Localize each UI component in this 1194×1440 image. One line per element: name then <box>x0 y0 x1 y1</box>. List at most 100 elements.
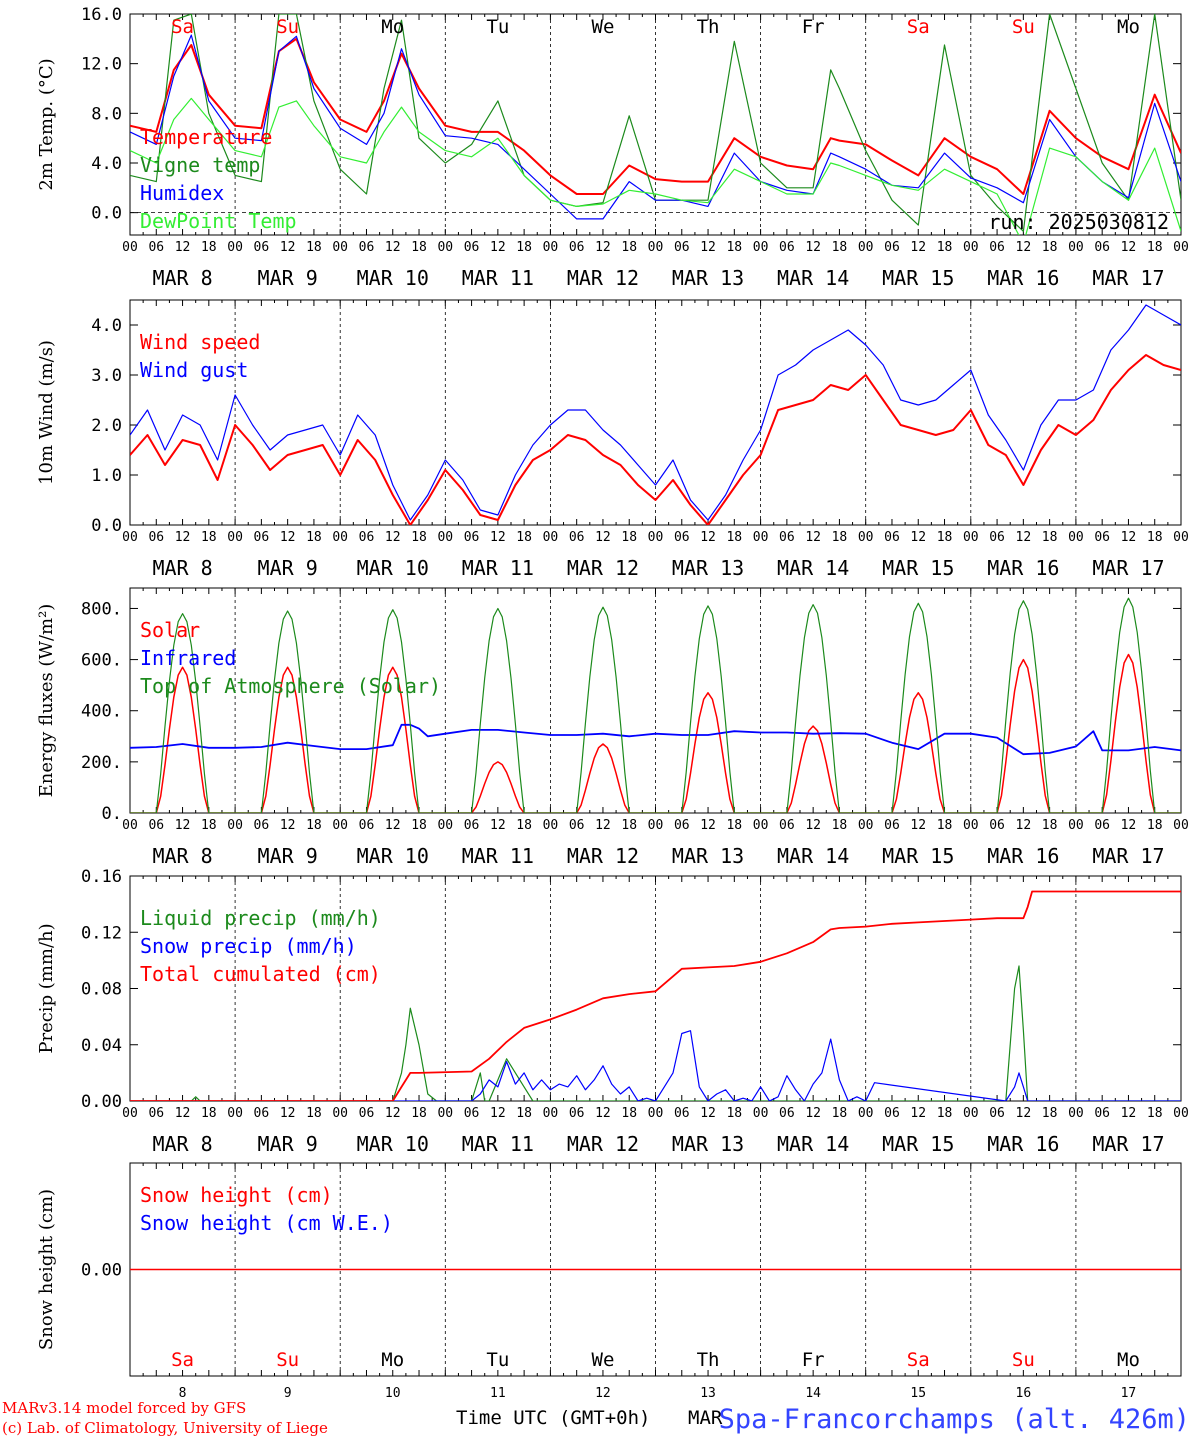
date-label: MAR 14 <box>777 556 849 580</box>
series-line-humidex <box>130 34 1181 220</box>
day-name-label: Th <box>697 16 720 38</box>
day-number-label: 10 <box>385 1386 401 1401</box>
y-tick-label: 0.08 <box>81 980 122 1000</box>
hour-tick-label: 12 <box>385 530 401 545</box>
hour-tick-label: 00 <box>1173 1106 1189 1121</box>
hour-tick-label: 12 <box>805 240 821 255</box>
hour-tick-label: 00 <box>332 240 348 255</box>
model-credit: MARv3.14 model forced by GFS <box>2 1399 246 1417</box>
date-label: MAR 16 <box>987 1132 1059 1156</box>
series-line-solar <box>130 653 1181 813</box>
series-line-temperature <box>130 37 1181 195</box>
series-line-dewpoint-temp <box>130 97 1181 235</box>
y-tick-label: 0.12 <box>81 923 122 943</box>
hour-tick-label: 00 <box>753 1106 769 1121</box>
day-number-label: 15 <box>910 1386 926 1401</box>
hour-tick-label: 12 <box>1016 530 1032 545</box>
hour-tick-label: 06 <box>989 818 1005 833</box>
hour-tick-label: 18 <box>1147 1106 1163 1121</box>
hour-tick-label: 18 <box>726 1106 742 1121</box>
hour-tick-label: 18 <box>832 240 848 255</box>
hour-tick-label: 18 <box>411 530 427 545</box>
hour-tick-label: 18 <box>1147 530 1163 545</box>
hour-tick-label: 06 <box>989 240 1005 255</box>
panel-3: 800. 600. 400. 200. 0. Energy fluxes (W/m²) So… <box>36 587 1189 868</box>
hour-tick-label: 00 <box>227 1106 243 1121</box>
legend-entry: Solar <box>140 618 200 642</box>
day-name-label: Th <box>697 1349 720 1371</box>
hour-tick-label: 06 <box>989 530 1005 545</box>
hour-tick-label: 06 <box>464 818 480 833</box>
day-number-label: 8 <box>179 1386 187 1401</box>
hour-tick-label: 18 <box>937 240 953 255</box>
date-label: MAR 10 <box>357 1132 429 1156</box>
hour-tick-label: 00 <box>648 240 664 255</box>
hour-tick-label: 12 <box>700 240 716 255</box>
series-group <box>130 597 1181 813</box>
hour-tick-label: 00 <box>753 240 769 255</box>
legend-entry: Wind gust <box>140 358 248 382</box>
series-line-snow-precip-mm-h- <box>130 1030 1181 1101</box>
hour-tick-label: 06 <box>464 530 480 545</box>
day-name-label: Su <box>1012 16 1035 38</box>
date-label: MAR 14 <box>777 266 849 290</box>
hour-tick-label: 06 <box>884 1106 900 1121</box>
day-number-label: 16 <box>1016 1386 1032 1401</box>
hour-tick-label: 06 <box>1094 1106 1110 1121</box>
hour-tick-label: 18 <box>832 818 848 833</box>
hour-tick-label: 06 <box>884 818 900 833</box>
hour-tick-label: 06 <box>569 1106 585 1121</box>
hour-tick-label: 12 <box>490 818 506 833</box>
hour-tick-label: 12 <box>805 1106 821 1121</box>
hour-tick-label: 00 <box>1068 1106 1084 1121</box>
hour-tick-label: 18 <box>516 530 532 545</box>
hour-tick-label: 12 <box>910 1106 926 1121</box>
hour-tick-label: 06 <box>1094 818 1110 833</box>
date-label: MAR 17 <box>1092 556 1164 580</box>
hour-tick-label: 18 <box>621 818 637 833</box>
series-group <box>130 304 1181 525</box>
legend-entry: Snow height (cm) <box>140 1183 333 1207</box>
date-label: MAR 15 <box>882 556 954 580</box>
hour-tick-label: 06 <box>674 1106 690 1121</box>
hour-tick-label: 18 <box>306 240 322 255</box>
hour-tick-label: 12 <box>595 1106 611 1121</box>
hour-tick-label: 06 <box>569 818 585 833</box>
hour-tick-label: 12 <box>1016 1106 1032 1121</box>
series-group <box>130 890 1181 1101</box>
y-tick-label: 0.0 <box>91 516 122 536</box>
date-label: MAR 12 <box>567 556 639 580</box>
hour-tick-label: 12 <box>385 240 401 255</box>
date-label: MAR 8 <box>152 1132 212 1156</box>
panel-2: 4.0 3.0 2.0 1.0 0.0 10m Wind (m/s) Wind speed W… <box>36 299 1189 580</box>
y-tick-label: 1.0 <box>91 466 122 486</box>
hour-tick-label: 00 <box>963 1106 979 1121</box>
x-axis-title: Time UTC (GMT+0h) <box>456 1407 650 1429</box>
hour-tick-label: 18 <box>621 240 637 255</box>
hour-tick-label: 18 <box>1042 530 1058 545</box>
date-label: MAR 16 <box>987 844 1059 868</box>
hour-tick-label: 06 <box>779 1106 795 1121</box>
legend-entry: Infrared <box>140 646 236 670</box>
date-label: MAR 17 <box>1092 844 1164 868</box>
hour-tick-label: 12 <box>1121 530 1137 545</box>
hour-tick-label: 06 <box>569 240 585 255</box>
date-label: MAR 12 <box>567 1132 639 1156</box>
series-line-total-cumulated-cm- <box>130 890 1181 1101</box>
hour-tick-label: 00 <box>543 1106 559 1121</box>
hour-tick-label: 00 <box>858 1106 874 1121</box>
day-number-label: 14 <box>805 1386 821 1401</box>
hour-tick-label: 06 <box>884 530 900 545</box>
hour-tick-label: 00 <box>227 240 243 255</box>
hour-tick-label: 06 <box>569 530 585 545</box>
series-line-top-of-atmosphere-solar- <box>130 597 1181 813</box>
hour-tick-label: 18 <box>1042 818 1058 833</box>
hour-tick-label: 00 <box>648 530 664 545</box>
hour-tick-label: 12 <box>595 240 611 255</box>
y-tick-label: 0.00 <box>81 1092 122 1112</box>
panel-4: 0.16 0.12 0.08 0.04 0.00 Precip (mm/h) Liquid … <box>36 867 1189 1156</box>
hour-tick-label: 18 <box>1147 240 1163 255</box>
hour-tick-label: 00 <box>963 240 979 255</box>
date-label: MAR 11 <box>462 1132 534 1156</box>
hour-tick-label: 06 <box>884 240 900 255</box>
